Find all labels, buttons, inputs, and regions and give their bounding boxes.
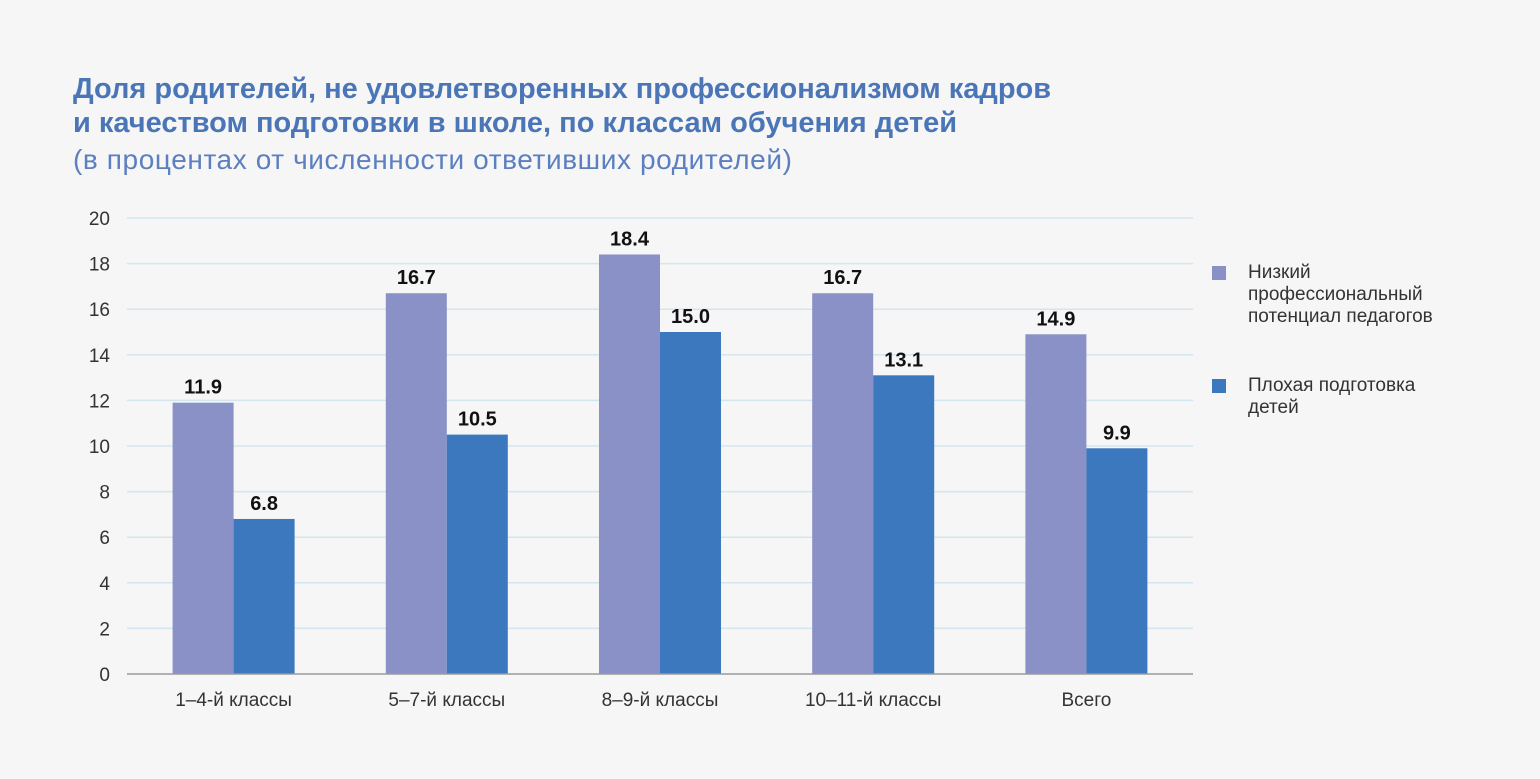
chart-title: Доля родителей, не удовлетворенных профе… <box>73 72 1253 140</box>
y-tick-label: 8 <box>99 483 110 504</box>
bar-low-teacher-potential <box>599 254 660 675</box>
x-tick-label: 1–4-й классы <box>175 690 292 711</box>
y-tick-label: 4 <box>99 574 110 595</box>
value-label-poor-child-preparation: 10.5 <box>458 409 497 431</box>
y-tick-label: 2 <box>99 619 110 640</box>
bar-low-teacher-potential <box>1025 334 1087 674</box>
value-label-low-teacher-potential: 14.9 <box>1036 308 1075 330</box>
x-tick-label: 8–9-й классы <box>602 690 719 711</box>
value-label-low-teacher-potential: 11.9 <box>184 377 222 399</box>
value-label-low-teacher-potential: 16.7 <box>823 267 862 289</box>
bar-poor-child-preparation <box>1086 448 1148 674</box>
value-label-poor-child-preparation: 15.0 <box>671 306 710 328</box>
value-label-low-teacher-potential: 18.4 <box>610 228 650 250</box>
bar-poor-child-preparation <box>660 332 721 674</box>
y-tick-label: 0 <box>99 665 110 686</box>
chart-title-line-1: Доля родителей, не удовлетворенных профе… <box>73 73 1052 105</box>
x-tick-label: Всего <box>1061 690 1111 711</box>
legend-label-poor-child-preparation: Плохая подготовка детей <box>1248 375 1416 418</box>
legend-swatch-poor-child-preparation <box>1212 379 1226 393</box>
bars <box>172 254 1148 675</box>
y-tick-label: 20 <box>89 209 110 230</box>
legend-label-low-teacher-potential: Низкий профессиональный потенциал педаго… <box>1248 262 1433 327</box>
bar-poor-child-preparation <box>873 375 935 674</box>
value-labels: 11.9 6.8 16.7 10.5 18.4 15.0 16.7 13.1 14.9 9.9 <box>184 228 1131 514</box>
value-label-low-teacher-potential: 16.7 <box>397 267 436 289</box>
legend-swatch-low-teacher-potential <box>1212 266 1226 280</box>
y-tick-label: 14 <box>89 346 111 367</box>
y-tick-label: 6 <box>99 528 110 549</box>
x-tick-label: 5–7-й классы <box>388 690 505 711</box>
y-axis-tick-labels: 0 2 4 6 8 10 12 14 16 18 20 <box>89 209 111 686</box>
y-tick-label: 12 <box>89 391 110 412</box>
bar-poor-child-preparation <box>446 434 508 674</box>
value-label-poor-child-preparation: 6.8 <box>250 493 278 515</box>
bar-low-teacher-potential <box>812 293 874 674</box>
chart-subtitle: (в процентах от численности ответивших р… <box>73 144 793 175</box>
value-label-poor-child-preparation: 9.9 <box>1103 422 1131 444</box>
bar-low-teacher-potential <box>172 402 234 674</box>
y-tick-label: 16 <box>89 300 110 321</box>
bar-low-teacher-potential <box>385 293 447 674</box>
y-tick-label: 10 <box>89 437 110 458</box>
chart-title-line-2: и качеством подготовки в школе, по класс… <box>73 107 958 139</box>
value-label-poor-child-preparation: 13.1 <box>884 349 923 371</box>
bar-poor-child-preparation <box>233 518 295 674</box>
y-tick-label: 18 <box>89 255 110 276</box>
x-axis-tick-labels: 1–4-й классы 5–7-й классы 8–9-й классы 10–1… <box>175 690 1111 711</box>
x-tick-label: 10–11-й классы <box>805 690 941 711</box>
